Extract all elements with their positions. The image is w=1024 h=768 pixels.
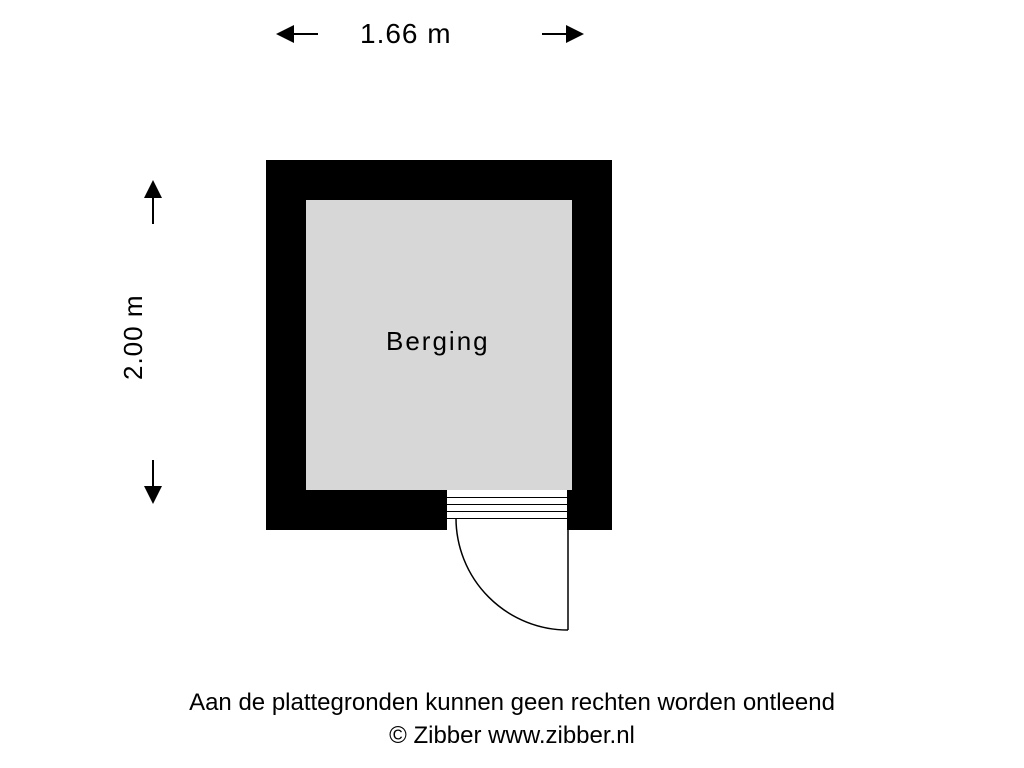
room-name-label: Berging: [386, 326, 490, 357]
dim-top-dash-left: [290, 33, 318, 35]
door-threshold-mid2: [446, 511, 568, 512]
dim-left-arrow-up: [144, 180, 162, 198]
door-threshold-top: [446, 497, 568, 498]
dim-top-arrow-left: [276, 25, 294, 43]
door-swing-arc: [440, 518, 580, 648]
footer-line-2: © Zibber www.zibber.nl: [0, 720, 1024, 752]
floorplan-canvas: 1.66 m 2.00 m Berging Aan de plattegrond…: [0, 0, 1024, 768]
dim-left-arrow-down: [144, 486, 162, 504]
dim-left-dash-top: [152, 196, 154, 224]
dim-width-label: 1.66 m: [360, 18, 452, 50]
footer-line-1: Aan de plattegronden kunnen geen rechten…: [0, 687, 1024, 719]
door-threshold-mid1: [446, 504, 568, 505]
dim-height-label: 2.00 m: [118, 295, 149, 381]
dim-top-arrow-right: [566, 25, 584, 43]
footer-disclaimer: Aan de plattegronden kunnen geen rechten…: [0, 687, 1024, 752]
dim-left-dash-bottom: [152, 460, 154, 488]
